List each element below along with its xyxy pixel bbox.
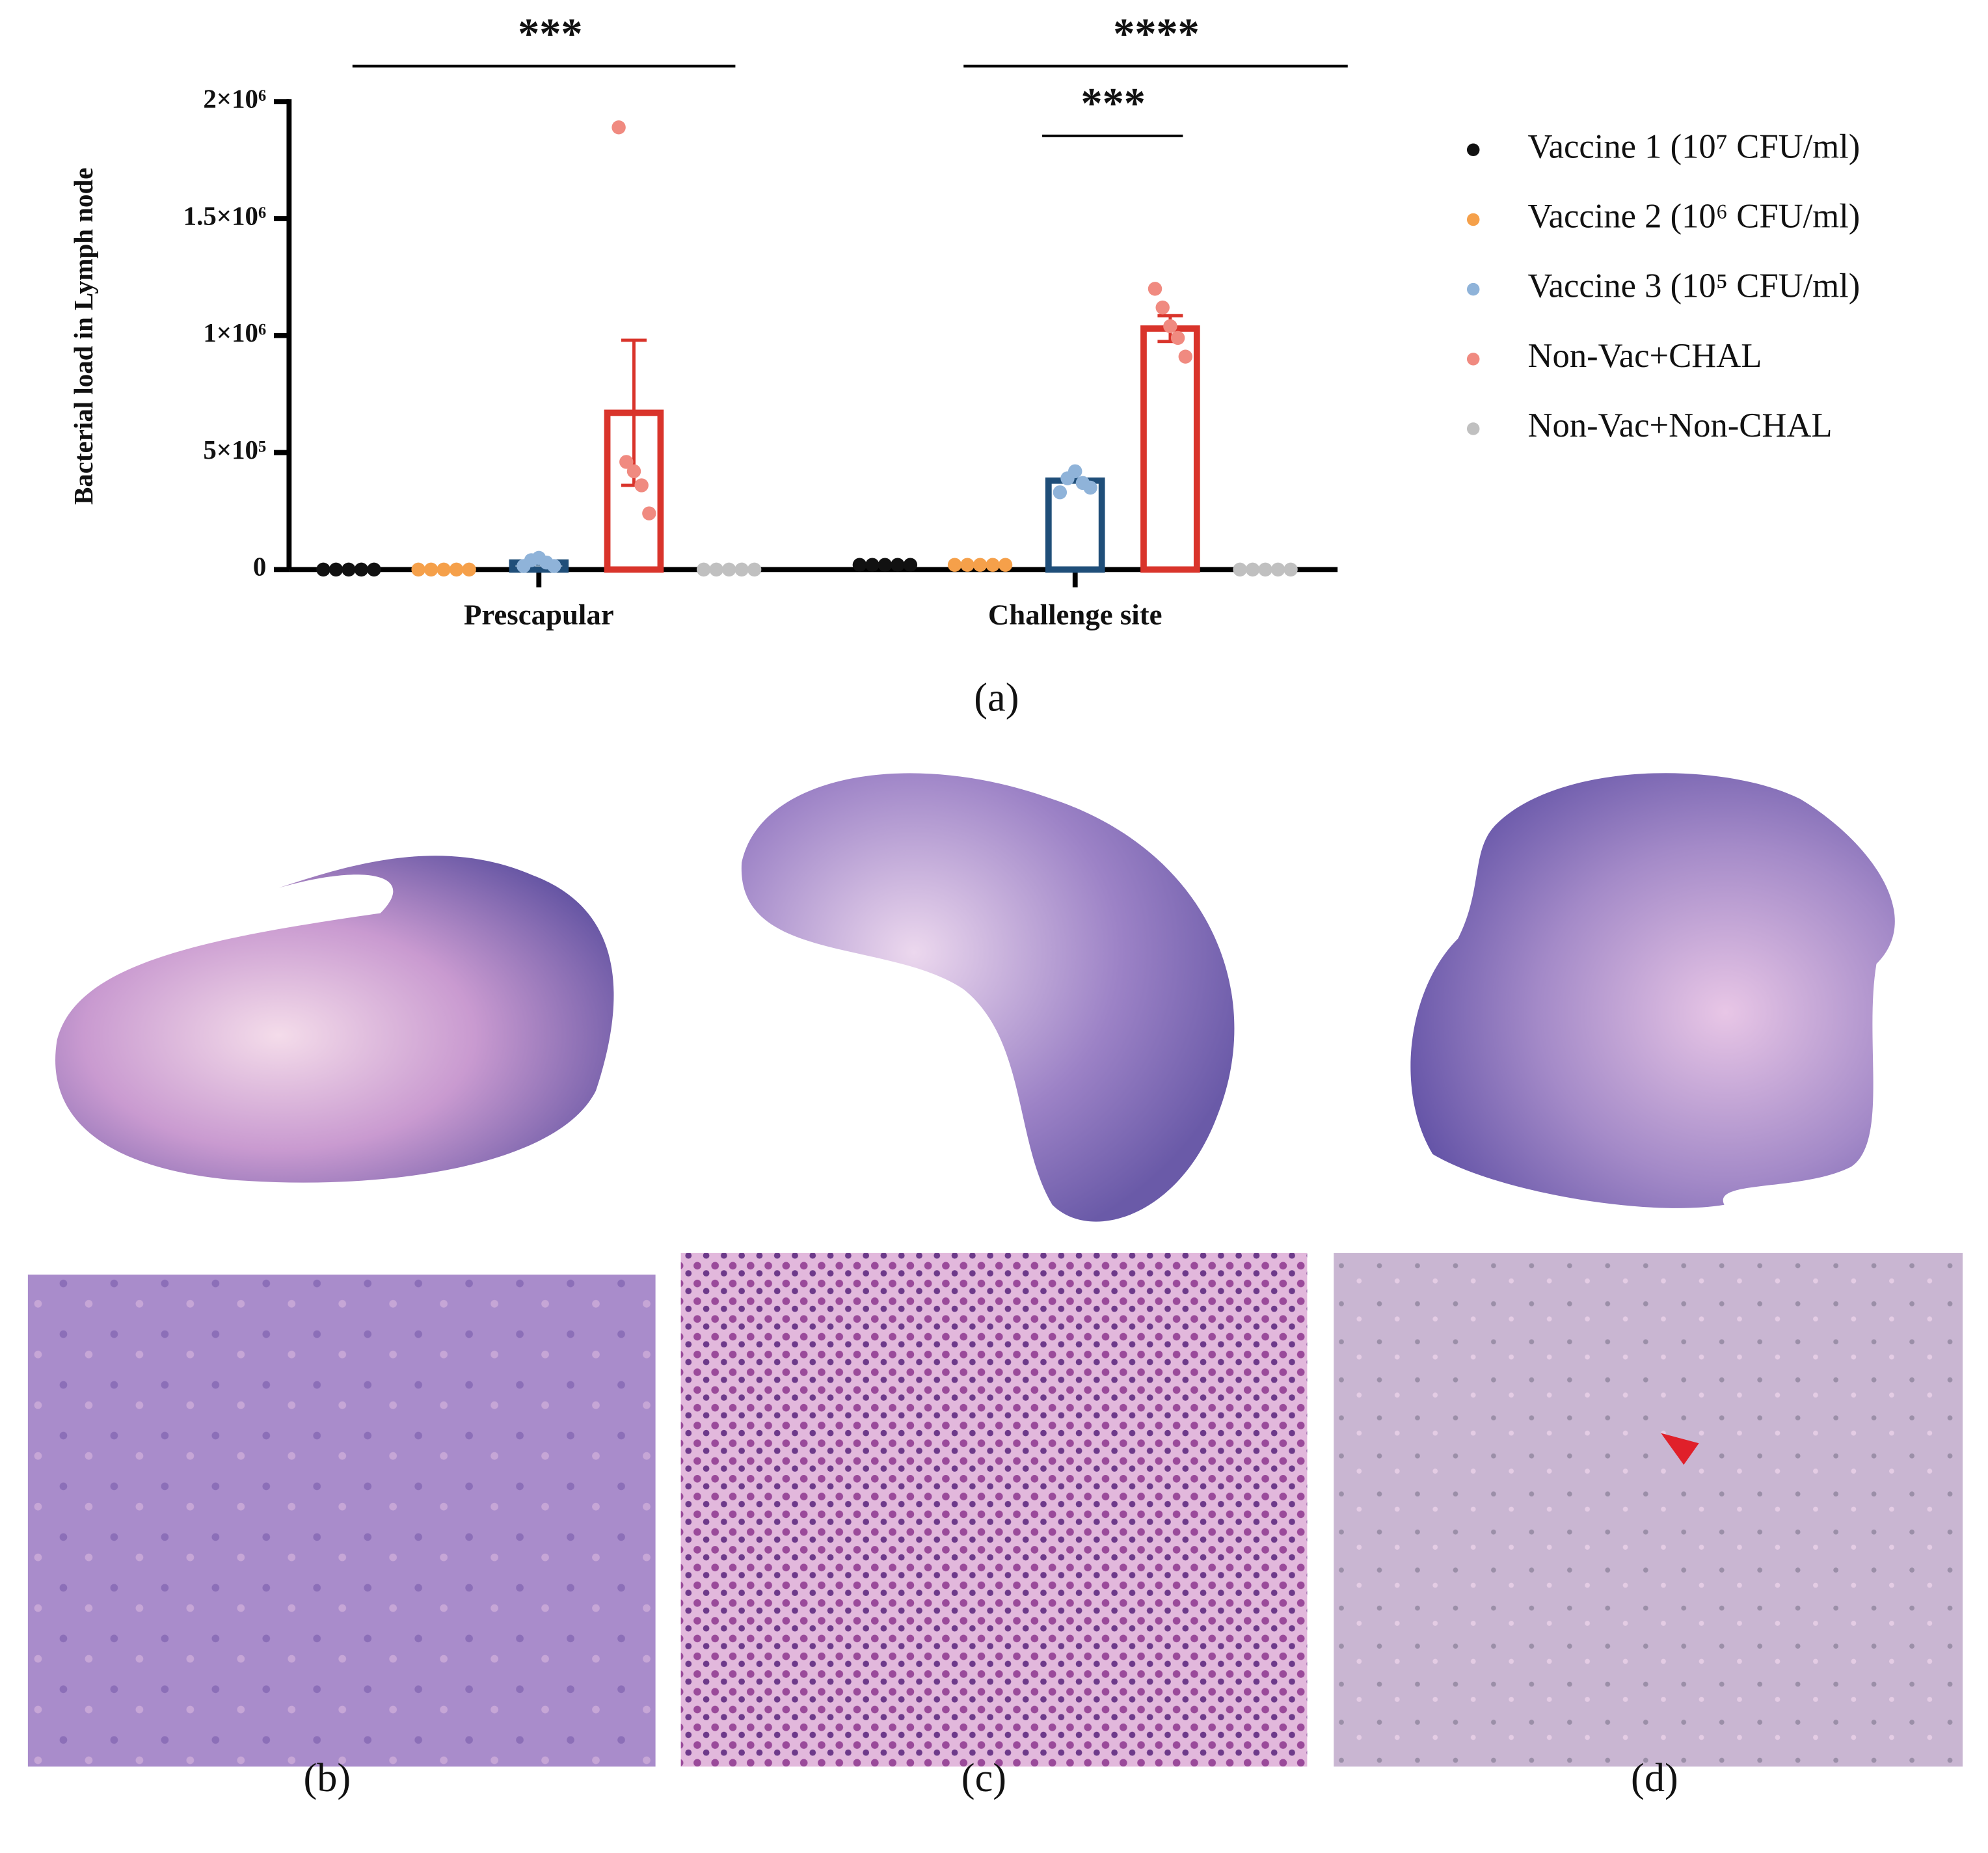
legend-marker bbox=[1466, 353, 1480, 366]
legend-label: Vaccine 2 (10⁶ CFU/ml) bbox=[1528, 198, 1860, 236]
tissue-c-top bbox=[741, 773, 1235, 1222]
data-point bbox=[852, 558, 867, 572]
data-point bbox=[546, 559, 561, 573]
data-point bbox=[634, 478, 649, 493]
data-point bbox=[865, 558, 880, 572]
data-point bbox=[411, 562, 425, 577]
data-point bbox=[1170, 331, 1185, 345]
significance-label: *** bbox=[518, 10, 582, 58]
data-point bbox=[1155, 300, 1170, 315]
data-point bbox=[1083, 480, 1097, 495]
data-point bbox=[878, 558, 893, 572]
data-point bbox=[891, 558, 905, 572]
data-point bbox=[973, 558, 987, 572]
data-point bbox=[1053, 485, 1068, 500]
arrow-d bbox=[1661, 1433, 1699, 1465]
x-tick-label: Prescapular bbox=[464, 599, 614, 631]
x-tick-label: Challenge site bbox=[988, 599, 1162, 631]
legend-marker bbox=[1466, 213, 1480, 226]
data-point bbox=[1148, 282, 1162, 296]
y-tick-label: 5×10⁵ bbox=[203, 435, 266, 465]
data-point bbox=[611, 120, 626, 135]
data-point bbox=[1163, 319, 1177, 334]
data-point bbox=[354, 562, 369, 577]
data-point bbox=[1270, 562, 1285, 577]
panel-label: (a) bbox=[974, 675, 1019, 720]
micrograph-c bbox=[680, 1252, 1308, 1767]
data-point bbox=[626, 464, 641, 479]
panel-label: (c) bbox=[961, 1755, 1006, 1800]
data-point bbox=[986, 558, 1000, 572]
data-point bbox=[903, 558, 918, 572]
micrograph-d bbox=[1334, 1252, 1963, 1767]
data-point bbox=[1283, 562, 1298, 577]
y-axis-label: Bacterial load in Lymph node bbox=[69, 168, 98, 505]
data-point bbox=[1258, 562, 1272, 577]
data-point bbox=[437, 562, 451, 577]
data-point bbox=[329, 562, 343, 577]
data-point bbox=[342, 562, 356, 577]
y-tick-label: 0 bbox=[253, 552, 266, 582]
panel-label: (d) bbox=[1631, 1755, 1678, 1800]
legend-marker bbox=[1466, 422, 1480, 435]
legend-label: Vaccine 3 (10⁵ CFU/ml) bbox=[1528, 267, 1860, 305]
data-point bbox=[367, 562, 381, 577]
data-point bbox=[316, 562, 330, 577]
panel-label: (b) bbox=[303, 1755, 351, 1800]
data-point bbox=[1068, 464, 1082, 479]
legend-marker bbox=[1466, 282, 1480, 296]
data-point bbox=[696, 562, 711, 577]
y-tick-label: 2×10⁶ bbox=[203, 85, 266, 114]
data-point bbox=[747, 562, 762, 577]
micrograph-b bbox=[27, 1274, 656, 1767]
significance-label: *** bbox=[1081, 80, 1146, 128]
data-point bbox=[619, 455, 634, 469]
tissue-d-top bbox=[1410, 773, 1895, 1208]
data-point bbox=[734, 562, 749, 577]
data-point bbox=[423, 562, 438, 577]
tissue-b-top bbox=[55, 856, 614, 1183]
data-point bbox=[721, 562, 736, 577]
legend-label: Non-Vac+CHAL bbox=[1528, 337, 1762, 375]
legend-label: Non-Vac+Non-CHAL bbox=[1528, 407, 1833, 444]
data-point bbox=[998, 558, 1013, 572]
y-tick-label: 1×10⁶ bbox=[203, 318, 266, 347]
data-point bbox=[960, 558, 974, 572]
y-tick-label: 1.5×10⁶ bbox=[183, 201, 267, 230]
data-point bbox=[1245, 562, 1260, 577]
data-point bbox=[1178, 349, 1193, 364]
data-point bbox=[462, 562, 476, 577]
data-point bbox=[1233, 562, 1247, 577]
significance-label: **** bbox=[1113, 10, 1200, 58]
data-point bbox=[449, 562, 464, 577]
legend-label: Vaccine 1 (10⁷ CFU/ml) bbox=[1528, 128, 1860, 165]
data-point bbox=[947, 558, 962, 572]
bar bbox=[1140, 325, 1200, 573]
data-point bbox=[642, 506, 656, 521]
bar bbox=[1045, 477, 1105, 573]
legend-marker bbox=[1466, 143, 1480, 156]
data-point bbox=[709, 562, 723, 577]
